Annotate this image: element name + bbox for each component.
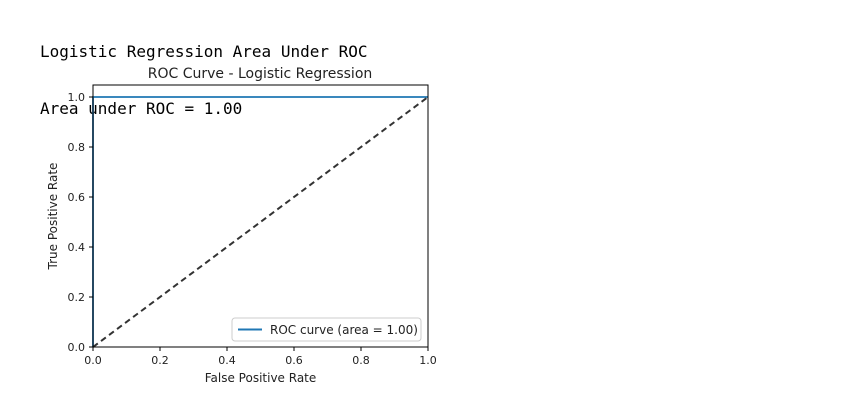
y-axis-label: True Positive Rate [46, 163, 60, 271]
output-line-1: Logistic Regression Area Under ROC [40, 42, 368, 61]
legend-box [231, 317, 422, 342]
x-axis-ticks: 0.0 0.2 0.4 0.6 0.8 1.0 [84, 347, 437, 367]
x-tick-label: 0.8 [352, 354, 370, 367]
y-axis-ticks: 0.0 0.2 0.4 0.6 0.8 1.0 [68, 91, 93, 354]
legend-entry-roc-curve: ROC curve (area = 1.00) [270, 323, 418, 337]
y-tick-label: 0.2 [68, 291, 86, 304]
x-tick-label: 0.0 [84, 354, 102, 367]
x-tick-label: 1.0 [419, 354, 437, 367]
y-tick-label: 1.0 [68, 91, 86, 104]
y-tick-label: 0.4 [68, 241, 86, 254]
x-tick-label: 0.6 [285, 354, 303, 367]
diagonal-reference-line [92, 96, 429, 348]
plot-frame [92, 84, 429, 348]
x-tick-label: 0.2 [151, 354, 169, 367]
y-tick-label: 0.8 [68, 141, 86, 154]
cell-output-text: Logistic Regression Area Under ROC Area … [40, 4, 368, 137]
y-tick-label: 0.0 [68, 341, 86, 354]
x-axis-label: False Positive Rate [205, 371, 317, 385]
output-line-2: Area under ROC = 1.00 [40, 99, 243, 118]
plot-lines [92, 96, 429, 348]
x-tick-label: 0.4 [218, 354, 236, 367]
legend: ROC curve (area = 1.00) [231, 317, 422, 342]
y-tick-label: 0.6 [68, 191, 86, 204]
chart-title: ROC Curve - Logistic Regression [148, 66, 373, 82]
